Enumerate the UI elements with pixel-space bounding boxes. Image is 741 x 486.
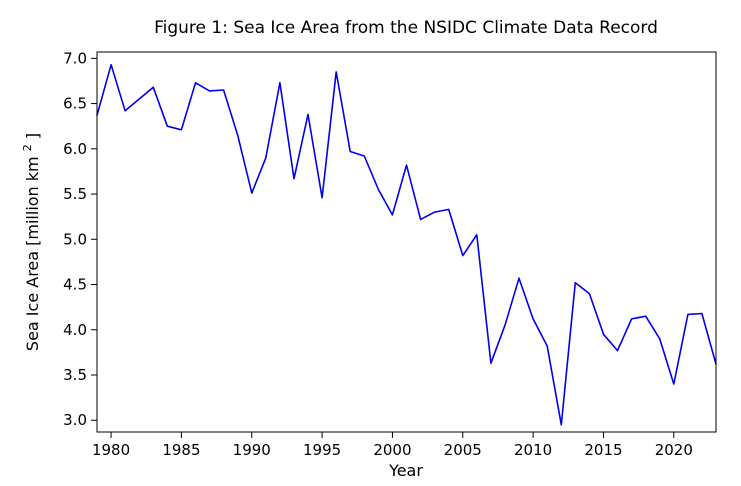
y-tick-label: 6.0 [63, 140, 87, 158]
y-axis-label-superscript: 2 [21, 144, 34, 151]
y-tick-label: 3.5 [63, 366, 87, 384]
x-tick-label: 2000 [373, 441, 411, 459]
y-axis-label-post: ] [23, 133, 42, 139]
x-tick-label: 1985 [162, 441, 200, 459]
x-tick-label: 1990 [233, 441, 271, 459]
x-tick-label: 1980 [92, 441, 130, 459]
y-tick-label: 5.0 [63, 230, 87, 248]
plot-generated-layer: 1980 1985 1990 1995 2000 2005 2010 2015 2020 3.0 3… [63, 49, 717, 459]
x-tick-label: 2005 [444, 441, 482, 459]
y-axis-label-pre: Sea Ice Area [million km [23, 156, 42, 351]
plot-border [96, 51, 717, 433]
x-tick-label: 2010 [514, 441, 552, 459]
y-tick-label: 4.5 [63, 276, 87, 294]
y-axis-label: Sea Ice Area [million km 2 ] [16, 133, 42, 351]
y-tick-label: 4.0 [63, 321, 87, 339]
y-tick-label: 5.5 [63, 185, 87, 203]
y-tick-label: 3.0 [63, 411, 87, 429]
x-tick-label: 2015 [584, 441, 622, 459]
x-tick-label: 2020 [655, 441, 693, 459]
data-line-sea-ice-area [96, 63, 717, 426]
y-tick-label: 7.0 [63, 49, 87, 67]
y-tick-label: 6.5 [63, 95, 87, 113]
chart-title: Figure 1: Sea Ice Area from the NSIDC Cl… [154, 18, 658, 38]
x-tick-label: 1995 [303, 441, 341, 459]
x-axis-label: Year [388, 461, 423, 480]
